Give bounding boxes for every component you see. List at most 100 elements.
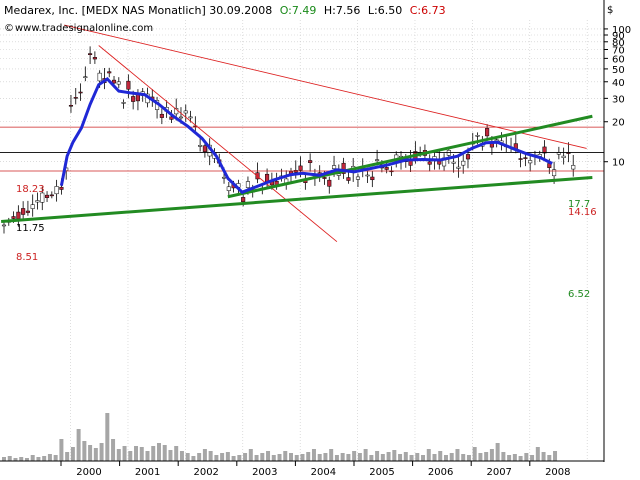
volume-bar (283, 451, 288, 461)
volume-bar (369, 455, 374, 461)
volume-bar (535, 447, 540, 461)
candle-body (465, 154, 471, 160)
candle-body (1, 224, 7, 227)
y-tick-label: 10 (612, 158, 625, 169)
volume-bar (466, 455, 471, 461)
volume-bar (489, 449, 494, 461)
chart-header: Medarex, Inc. [MEDX NAS Monatlich] 30.09… (4, 4, 446, 17)
candle-body (202, 145, 207, 152)
volume-bar (541, 452, 546, 461)
candle-body (92, 57, 97, 60)
candle-body (446, 150, 451, 156)
moving-average-line (59, 77, 553, 194)
volume-bar (512, 454, 517, 461)
volume-bar (42, 456, 47, 461)
volume-bar (352, 451, 357, 461)
trendline-green (227, 114, 593, 199)
candle-body (327, 179, 332, 187)
candle-body (40, 192, 45, 203)
volume-bar (403, 452, 408, 461)
candle-body (88, 53, 93, 55)
candle-body (370, 176, 375, 181)
volume-bar (334, 455, 339, 461)
candle-body (83, 76, 88, 78)
volume-bar (518, 456, 523, 461)
volume-bar (88, 445, 93, 461)
volume-bar (168, 450, 173, 461)
candle-body (552, 169, 557, 177)
x-axis-label: 2003 (252, 467, 277, 478)
candle-body (21, 208, 26, 215)
volume-bar (363, 449, 368, 461)
annotation-17-7: 17.7 (568, 199, 590, 210)
candle-body (355, 176, 361, 180)
y-tick-label: 30 (612, 94, 625, 105)
volume-bar (174, 446, 179, 461)
candle-body (126, 80, 131, 90)
volume-bar (179, 451, 184, 461)
level-label-11-75: 11.75 (16, 223, 45, 234)
x-axis-label: 2000 (76, 467, 101, 478)
candle-body (308, 160, 313, 163)
volume-bar (323, 453, 328, 461)
volume-bar (59, 439, 64, 461)
candle-body (571, 165, 576, 170)
candle-body (427, 161, 432, 165)
x-axis-label: 2005 (369, 467, 394, 478)
candle-body (346, 177, 351, 181)
volume-bar (380, 454, 385, 461)
candle-body (523, 157, 528, 159)
volume-bar (421, 455, 426, 461)
volume-bar (472, 447, 477, 461)
volume-bar (128, 451, 133, 461)
chart-title: Medarex, Inc. [MEDX NAS Monatlich] 30.09… (4, 4, 272, 17)
volume-bar (547, 455, 552, 461)
volume-bar (237, 455, 242, 461)
copyright-icon: © (4, 23, 14, 34)
volume-bar (139, 447, 144, 461)
y-tick-label: 90 (612, 31, 625, 42)
volume-bar (156, 443, 161, 461)
candle-body (245, 181, 250, 188)
volume-bar (386, 452, 391, 461)
volume-bar (134, 446, 139, 461)
candle-body (73, 97, 78, 99)
volume-bar (214, 455, 219, 461)
candle-body (375, 159, 380, 161)
volume-bar (53, 455, 58, 461)
volume-bar (254, 455, 259, 461)
candle-body (169, 116, 174, 120)
volume-bar (225, 452, 230, 461)
level-label-8-51: 8.51 (16, 252, 38, 263)
candle-body (59, 186, 64, 190)
candle-body (121, 102, 126, 104)
candle-body (35, 200, 40, 203)
candle-body (198, 145, 203, 147)
volume-bar (76, 429, 81, 461)
volume-bar (19, 457, 24, 461)
candle-body (111, 79, 117, 84)
annotation-14-16: 14.16 (568, 207, 597, 218)
candle-body (54, 186, 59, 195)
trendline-red (98, 45, 338, 243)
volume-bar (191, 456, 196, 461)
volume-bar (501, 452, 506, 461)
candle-body (25, 210, 30, 213)
volume-bar (375, 451, 380, 461)
volume-bar (530, 455, 535, 461)
candle-body (456, 166, 461, 169)
candle-body (451, 161, 456, 164)
volume-bar (111, 439, 116, 461)
source-label: www.tradesignalonline.com (15, 23, 153, 34)
volume-bar (455, 449, 460, 461)
volume-bar (105, 413, 110, 461)
candle-body (494, 139, 499, 142)
volume-bar (13, 458, 18, 461)
volume-bar (294, 455, 299, 461)
candle-body (437, 161, 442, 165)
volume-bar (197, 453, 202, 461)
candle-body (485, 128, 490, 137)
volume-bar (24, 458, 29, 461)
close-value: C:6.73 (410, 4, 446, 17)
